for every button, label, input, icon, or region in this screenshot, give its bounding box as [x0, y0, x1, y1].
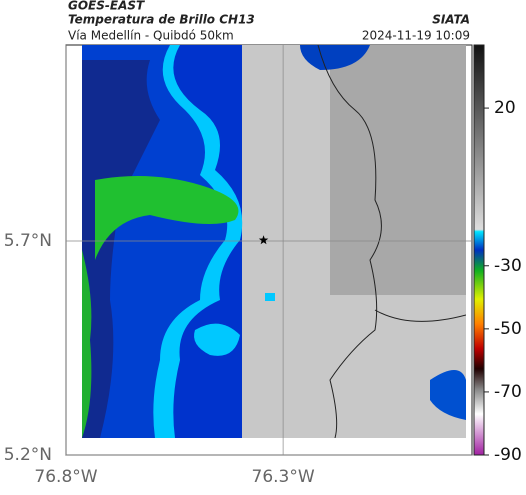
y-tick-label: 5.2°N — [4, 445, 52, 465]
title: Temperatura de Brillo CH13 — [68, 13, 255, 27]
satellite-field — [82, 45, 466, 438]
location-marker — [258, 235, 269, 245]
colorbar-label: -50 — [494, 319, 522, 339]
colorbar-label: -70 — [494, 382, 522, 402]
y-tick-label: 5.7°N — [4, 231, 52, 251]
colorbar-label: -90 — [494, 445, 522, 465]
subtitle: Vía Medellín - Quibdó 50km — [68, 29, 234, 43]
source: GOES-EAST — [68, 0, 145, 13]
brand: SIATA — [432, 13, 470, 27]
x-tick-label: 76.3°W — [252, 467, 315, 487]
colorbar-label: 20 — [494, 98, 516, 118]
datetime: 2024-11-19 10:09 — [362, 29, 470, 43]
colorbar-label: -30 — [494, 256, 522, 276]
x-tick-label: 76.8°W — [34, 467, 97, 487]
colorbar — [473, 44, 485, 456]
